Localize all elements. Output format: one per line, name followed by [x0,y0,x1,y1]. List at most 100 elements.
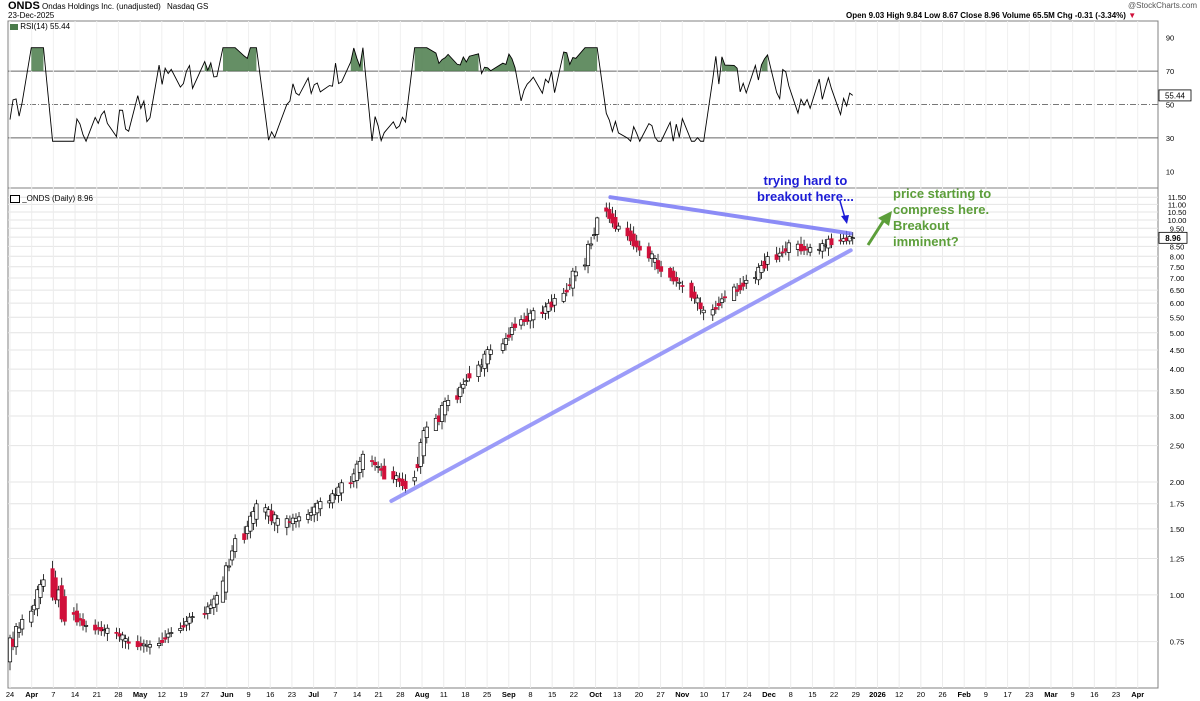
candle-body [74,610,79,623]
x-tick-label: 22 [830,690,838,699]
candle-body [275,518,280,526]
x-tick-label: Sep [502,690,516,699]
x-tick-label: 8 [789,690,793,699]
candle-body [756,266,761,281]
candle-body [205,606,210,614]
candle-body [455,395,460,400]
rsi-last-value: 55.44 [1165,91,1186,100]
candle-body [369,460,375,462]
candle-body [713,307,718,310]
candle-body [765,256,770,265]
candle-body [485,349,490,365]
candle-body [738,284,743,291]
candle-body [467,373,472,379]
candle-body [671,270,676,282]
ohlc-summary: Open 9.03 High 9.84 Low 8.67 Close 8.96 … [846,11,1136,20]
candle-body [147,644,152,648]
rsi-tick-label: 90 [1166,34,1174,43]
x-tick-label: 7 [51,690,55,699]
candle-body [181,625,186,628]
candle-body [166,633,171,638]
x-tick-label: 27 [656,690,664,699]
rsi-layer [9,47,853,143]
candle-body [744,279,749,284]
candle-body [242,533,247,540]
candle-body [564,289,569,293]
price-tick-label: 2.00 [1170,478,1185,487]
price-tick-label: 1.25 [1170,555,1185,564]
candle-body [774,254,779,260]
candle-body [14,626,19,648]
rsi-tick-label: 10 [1166,167,1174,176]
rsi-overbought-fill [484,54,516,72]
green-arrow [866,219,886,246]
trendline-lower [389,248,853,503]
price-tick-label: 9.50 [1170,224,1185,233]
candle-body [759,265,764,273]
rsi-legend-icon [10,23,18,30]
price-last-tag [1158,231,1188,244]
price-tick-label: 11.00 [1168,200,1186,209]
candle-body [634,240,639,248]
x-tick-label: 17 [721,690,729,699]
candle-body [80,619,86,626]
annotation-compress: price starting to compress here. Breakou… [893,186,991,250]
annotation-compress-line: price starting to [893,186,992,201]
candle-body [786,242,791,253]
x-tick-label: 28 [114,690,122,699]
price-tick-label: 4.50 [1170,346,1185,355]
candle-body [391,471,396,480]
rsi-legend-text: RSI(14) 55.44 [20,22,71,31]
x-tick-label: 20 [635,690,643,699]
candle-body [424,426,429,438]
candle-body [780,251,785,254]
rsi-line [9,47,853,143]
x-tick-label: Jun [220,690,234,699]
candle-body [254,503,259,520]
x-tick-label: 14 [353,690,361,699]
rsi-overbought-fill [721,56,738,72]
candle-body [53,577,58,601]
candle-body [373,461,378,466]
x-tick-label: 15 [808,690,816,699]
candle-body [716,303,721,306]
candle-body [677,281,682,284]
rsi-tick-label: 50 [1166,101,1174,110]
annotation-breakout-line: breakout here... [757,189,854,204]
down-arrow-icon: ▼ [1128,11,1137,20]
candle-body [808,247,813,253]
candle-body [595,217,600,235]
candle-body [339,482,344,494]
rsi-overbought-fill [31,47,44,72]
candle-body [585,244,591,266]
candle-body [376,466,381,468]
candle-body [692,291,697,299]
candle-body [561,292,566,302]
candle-body [20,619,25,630]
candle-body [698,302,703,310]
x-tick-label: 19 [179,690,187,699]
candle-body [114,632,119,634]
candle-body [710,309,715,316]
x-tick-label: 11 [440,690,448,699]
candle-body [512,323,518,328]
candle-body [649,253,654,260]
candle-body [99,627,104,632]
candle-body [230,550,235,561]
candle-body [777,252,782,257]
candle-body [589,243,594,246]
candle-body [226,565,232,568]
price-tick-label: 1.00 [1170,591,1185,600]
candle-body [461,384,466,389]
price-tick-label: 5.50 [1170,313,1185,322]
price-tick-label: 11.50 [1168,193,1186,202]
x-tick-label: 24 [743,690,751,699]
candle-body [202,613,207,615]
x-tick-label: 9 [984,690,988,699]
rsi-tick-label: 30 [1166,134,1174,143]
candle-body [306,513,311,520]
candle-body [412,477,417,482]
x-tick-label: 12 [158,690,166,699]
x-tick-label: May [133,690,148,699]
candle-body [552,298,557,306]
